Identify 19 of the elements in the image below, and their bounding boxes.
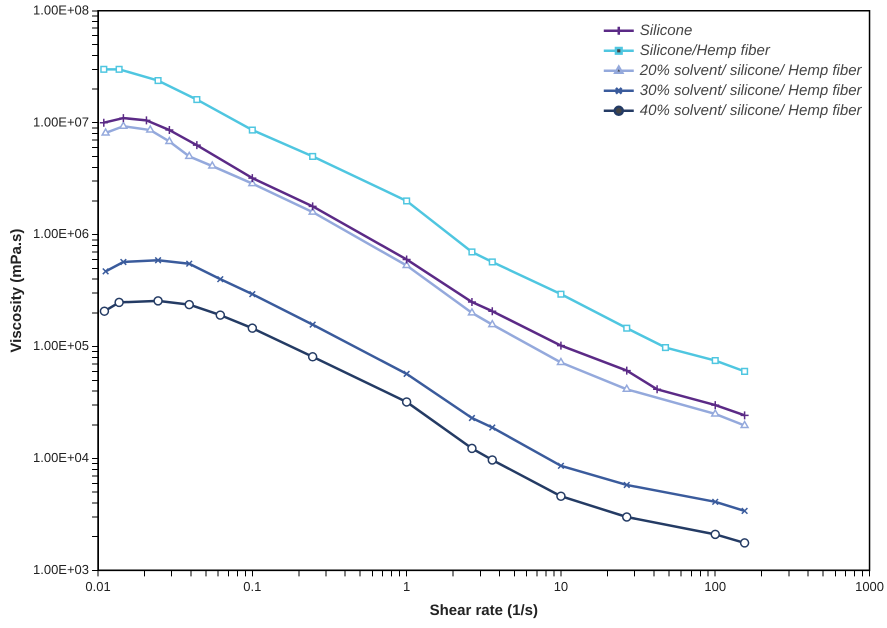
y-tick-label: 1.00E+04 xyxy=(32,450,90,466)
x-tick-label: 10 xyxy=(554,578,568,594)
y-axis-title: Viscosity (mPa.s) xyxy=(8,228,26,353)
x-tick-label: 100 xyxy=(704,578,726,594)
y-tick-label: 1.00E+05 xyxy=(32,338,90,354)
legend-label: 20% solvent/ silicone/ Hemp fiber xyxy=(638,62,863,79)
y-tick-label: 1.00E+07 xyxy=(32,114,90,130)
y-tick-label: 1.00E+03 xyxy=(32,562,90,577)
x-tick-label: 0.1 xyxy=(243,578,262,594)
x-tick-label: 1 xyxy=(403,578,410,594)
x-axis-title: Shear rate (1/s) xyxy=(430,602,538,620)
x-tick-label: 0.01 xyxy=(85,578,111,594)
legend-label: 30% solvent/ silicone/ Hemp fiber xyxy=(640,82,863,99)
legend-label: 40% solvent/ silicone/ Hemp fiber xyxy=(640,102,863,119)
legend-label: Silicone xyxy=(640,22,692,39)
legend-label: Silicone/Hemp fiber xyxy=(640,42,771,59)
y-tick-label: 1.00E+08 xyxy=(32,2,90,18)
x-tick-label: 1000 xyxy=(855,578,884,594)
y-tick-label: 1.00E+06 xyxy=(32,226,90,242)
